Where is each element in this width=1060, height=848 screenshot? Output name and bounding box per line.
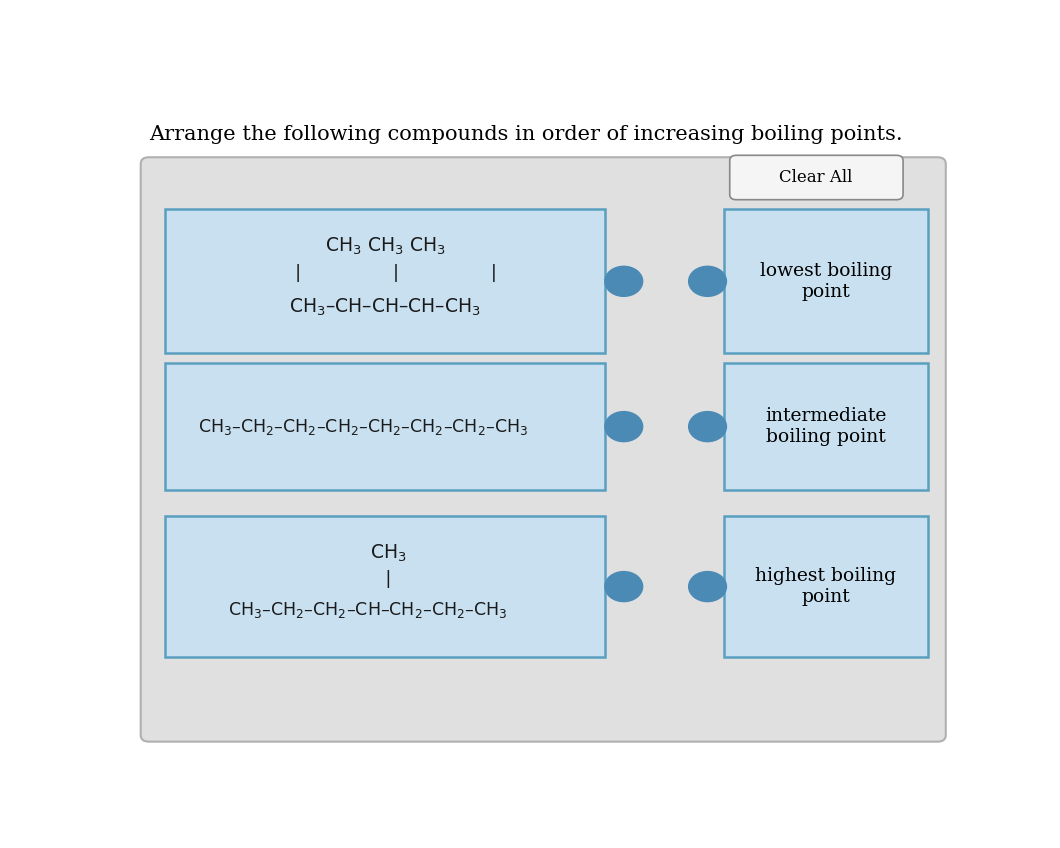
FancyBboxPatch shape [165, 363, 605, 490]
Text: lowest boiling
point: lowest boiling point [760, 262, 891, 301]
FancyBboxPatch shape [165, 516, 605, 656]
FancyBboxPatch shape [724, 209, 928, 353]
Text: CH$_3$–CH$_2$–CH$_2$–CH–CH$_2$–CH$_2$–CH$_3$: CH$_3$–CH$_2$–CH$_2$–CH–CH$_2$–CH$_2$–CH… [228, 600, 508, 621]
Circle shape [689, 411, 726, 442]
Circle shape [605, 411, 642, 442]
Circle shape [689, 266, 726, 296]
FancyBboxPatch shape [724, 363, 928, 490]
Circle shape [689, 572, 726, 601]
FancyBboxPatch shape [141, 157, 946, 742]
Text: |: | [383, 570, 393, 588]
FancyBboxPatch shape [724, 516, 928, 656]
Text: highest boiling
point: highest boiling point [756, 567, 897, 606]
FancyBboxPatch shape [165, 209, 605, 353]
Text: CH$_3$: CH$_3$ [370, 542, 406, 564]
Text: CH$_3$ CH$_3$ CH$_3$: CH$_3$ CH$_3$ CH$_3$ [324, 237, 445, 258]
Circle shape [605, 572, 642, 601]
Text: intermediate
boiling point: intermediate boiling point [765, 407, 886, 446]
Text: Clear All: Clear All [779, 169, 852, 186]
Circle shape [605, 266, 642, 296]
Text: |        |        |: | | | [271, 264, 499, 282]
Text: CH$_3$–CH$_2$–CH$_2$–CH$_2$–CH$_2$–CH$_2$–CH$_2$–CH$_3$: CH$_3$–CH$_2$–CH$_2$–CH$_2$–CH$_2$–CH$_2… [198, 416, 528, 437]
Text: Arrange the following compounds in order of increasing boiling points.: Arrange the following compounds in order… [148, 125, 902, 143]
Text: CH$_3$–CH–CH–CH–CH$_3$: CH$_3$–CH–CH–CH–CH$_3$ [289, 297, 481, 318]
FancyBboxPatch shape [729, 155, 903, 200]
